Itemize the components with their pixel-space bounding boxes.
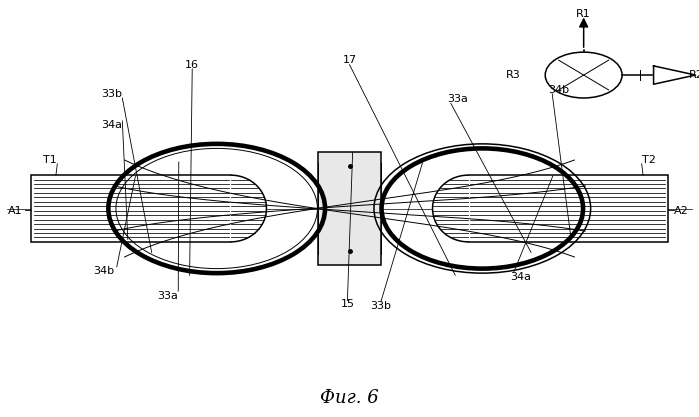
Text: 16: 16 (185, 60, 199, 70)
Bar (31, 175, 231, 242)
Bar (318, 152, 381, 265)
Text: T2: T2 (642, 155, 656, 165)
Polygon shape (654, 66, 696, 84)
Text: 17: 17 (343, 55, 356, 65)
Circle shape (545, 52, 622, 98)
Polygon shape (231, 175, 266, 242)
Text: 34b: 34b (549, 85, 570, 95)
Polygon shape (433, 175, 468, 242)
Text: 34b: 34b (93, 266, 114, 276)
Text: 33a: 33a (447, 94, 468, 104)
Text: Фиг. 6: Фиг. 6 (320, 389, 379, 407)
Text: R1: R1 (576, 9, 591, 19)
Text: 33b: 33b (370, 301, 391, 311)
Text: 34a: 34a (510, 272, 531, 282)
Text: A2: A2 (674, 206, 689, 216)
Text: 33b: 33b (101, 89, 122, 99)
Text: T1: T1 (43, 155, 57, 165)
Text: 33a: 33a (157, 291, 178, 301)
Text: A1: A1 (8, 206, 23, 216)
Text: 34a: 34a (101, 120, 122, 130)
Text: 15: 15 (340, 299, 354, 309)
Text: R3: R3 (506, 70, 521, 80)
Bar (468, 175, 668, 242)
Text: R2: R2 (689, 70, 699, 80)
